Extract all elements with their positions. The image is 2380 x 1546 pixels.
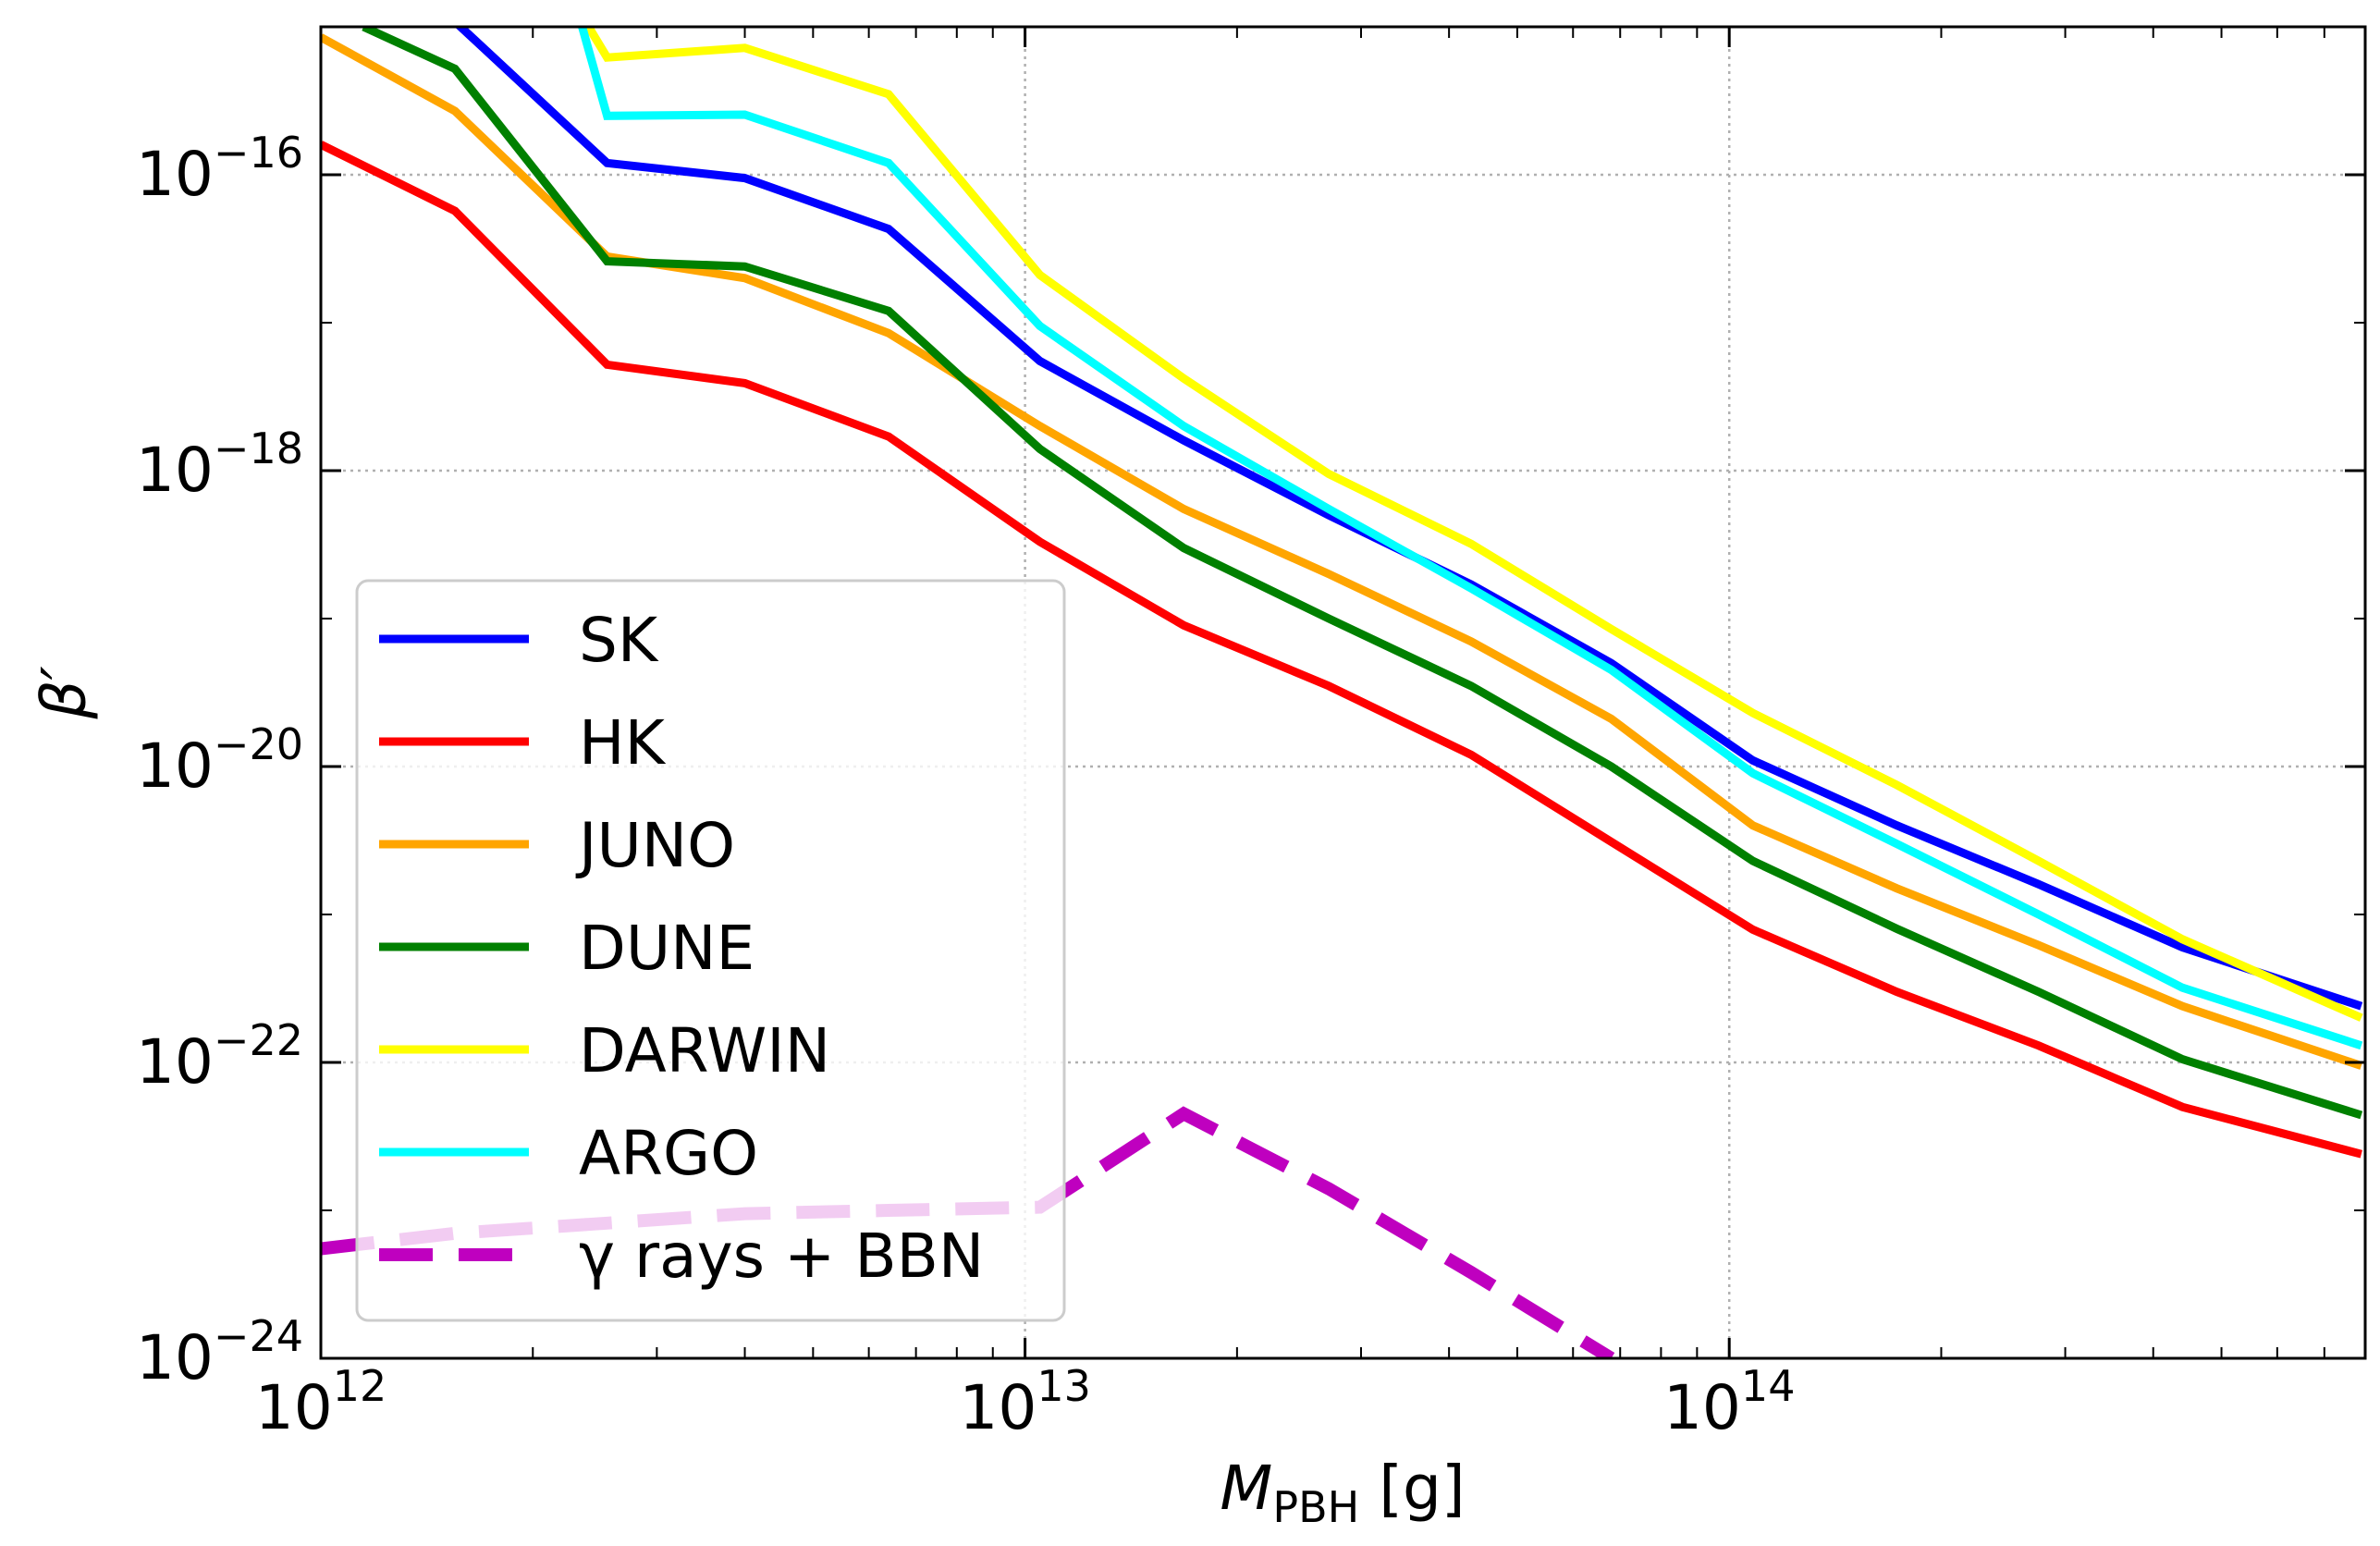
series-line-dune xyxy=(362,27,2363,1120)
plot-frame xyxy=(319,25,2367,1360)
y-tick-label: 10−18 xyxy=(136,423,303,506)
legend-label: HK xyxy=(579,707,667,779)
legend-label: γ rays + BBN xyxy=(579,1221,984,1292)
legend-label: DARWIN xyxy=(579,1015,830,1086)
legend-label: SK xyxy=(579,605,659,676)
legend: SK HK JUNO DUNE DARWIN ARGO γ rays + BBN xyxy=(355,579,1066,1322)
legend-box xyxy=(355,579,1066,1322)
y-tick-label: 10−20 xyxy=(136,719,303,802)
x-tick-label: 1012 xyxy=(255,1361,387,1443)
x-tick-label: 1014 xyxy=(1663,1361,1796,1443)
y-tick-label: 10−16 xyxy=(136,128,303,210)
legend-label: DUNE xyxy=(579,913,754,984)
legend-label: JUNO xyxy=(575,810,735,881)
legend-label: ARGO xyxy=(579,1118,758,1189)
ticks xyxy=(319,26,2366,1360)
series-line-darwin xyxy=(584,27,2363,1022)
y-axis-title: β′ xyxy=(29,666,100,719)
series-layer xyxy=(321,27,2363,1358)
y-tick-label: 10−22 xyxy=(136,1015,303,1098)
x-tick-label: 1013 xyxy=(959,1361,1091,1443)
x-axis-title: MPBH [g] xyxy=(1220,1453,1465,1532)
series-line-hk xyxy=(321,141,2362,1159)
series-line-argo xyxy=(578,27,2363,1050)
tick-labels: 1012 1013 1014 10−24 10−22 10−20 10−18 10−16 xyxy=(136,128,1796,1443)
y-tick-label: 10−24 xyxy=(136,1311,303,1393)
